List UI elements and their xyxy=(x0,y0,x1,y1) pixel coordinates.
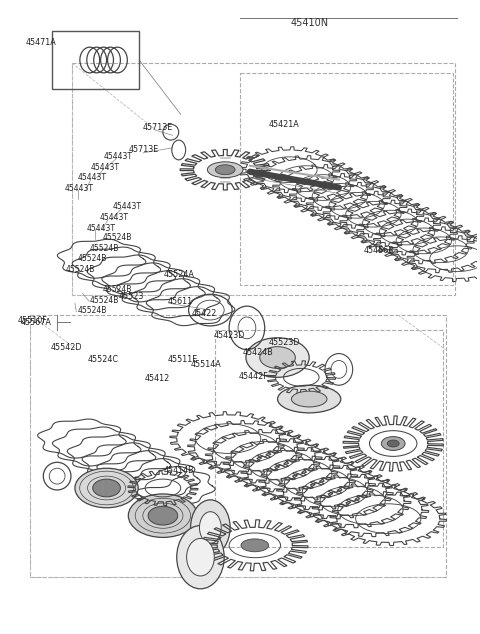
Text: 45514A: 45514A xyxy=(190,360,221,369)
Text: 45443T: 45443T xyxy=(99,213,129,222)
Text: 45410N: 45410N xyxy=(290,18,328,27)
Bar xyxy=(240,73,453,285)
Ellipse shape xyxy=(93,479,120,497)
Ellipse shape xyxy=(200,512,221,543)
Bar xyxy=(72,63,456,295)
Text: 45524B: 45524B xyxy=(90,243,120,252)
Ellipse shape xyxy=(207,162,243,178)
Text: 45443T: 45443T xyxy=(104,152,133,161)
Ellipse shape xyxy=(260,347,295,368)
Ellipse shape xyxy=(187,538,214,576)
Text: 45524B: 45524B xyxy=(102,285,132,294)
Bar xyxy=(30,315,445,577)
Text: 45443T: 45443T xyxy=(78,173,107,183)
Ellipse shape xyxy=(177,526,224,589)
Text: 45443T: 45443T xyxy=(86,224,115,233)
Text: 45713E: 45713E xyxy=(143,122,173,132)
Bar xyxy=(216,330,443,547)
Bar xyxy=(52,31,139,89)
Ellipse shape xyxy=(277,385,341,413)
Ellipse shape xyxy=(128,494,197,538)
Text: 45524B: 45524B xyxy=(90,295,120,304)
Text: 45422: 45422 xyxy=(192,309,217,318)
Ellipse shape xyxy=(191,500,230,555)
Text: 45456B: 45456B xyxy=(363,246,394,255)
Ellipse shape xyxy=(381,437,405,450)
Text: 45524B: 45524B xyxy=(78,254,107,263)
Text: 45421A: 45421A xyxy=(268,120,299,129)
Text: 45443T: 45443T xyxy=(64,184,94,193)
Ellipse shape xyxy=(241,539,269,552)
Ellipse shape xyxy=(387,440,399,447)
Text: 45443T: 45443T xyxy=(91,163,120,172)
Text: 45611: 45611 xyxy=(168,297,192,306)
Text: 45524A: 45524A xyxy=(163,270,194,279)
Text: 45443T: 45443T xyxy=(113,202,142,211)
Text: 45524B: 45524B xyxy=(65,265,95,274)
Text: 45542D: 45542D xyxy=(50,342,82,352)
Text: 45412: 45412 xyxy=(145,374,170,383)
Text: 45524B: 45524B xyxy=(102,233,132,242)
Text: 45442F: 45442F xyxy=(239,372,269,381)
Text: 45511E: 45511E xyxy=(168,355,198,364)
Ellipse shape xyxy=(75,469,138,508)
Text: 45524B: 45524B xyxy=(78,306,107,315)
Text: 45713E: 45713E xyxy=(129,145,159,154)
Text: 45471A: 45471A xyxy=(25,38,56,47)
Ellipse shape xyxy=(148,507,178,525)
Text: 45510F: 45510F xyxy=(18,316,48,325)
Text: 45414B: 45414B xyxy=(164,466,195,475)
Ellipse shape xyxy=(291,391,327,407)
Text: 45523D: 45523D xyxy=(268,337,300,347)
Text: 45423D: 45423D xyxy=(214,332,245,340)
Text: 45424B: 45424B xyxy=(242,347,273,356)
Text: 45567A: 45567A xyxy=(21,318,52,327)
Text: 45524C: 45524C xyxy=(87,355,118,364)
Ellipse shape xyxy=(216,165,235,174)
Text: 45523: 45523 xyxy=(119,292,144,301)
Ellipse shape xyxy=(246,338,309,377)
